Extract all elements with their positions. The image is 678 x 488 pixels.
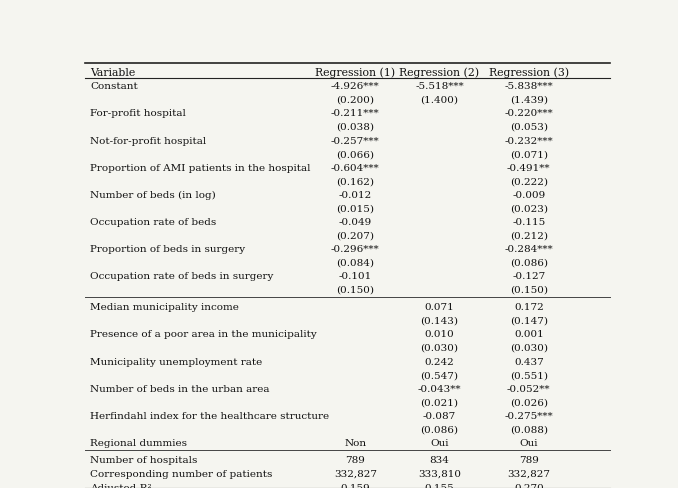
Text: (0.021): (0.021) — [420, 397, 458, 407]
Text: 789: 789 — [345, 455, 365, 465]
Text: Proportion of beds in surgery: Proportion of beds in surgery — [90, 244, 245, 253]
Text: Regression (3): Regression (3) — [489, 67, 569, 78]
Text: Not-for-profit hospital: Not-for-profit hospital — [90, 136, 206, 145]
Text: (0.150): (0.150) — [336, 285, 374, 294]
Text: (0.030): (0.030) — [420, 343, 458, 352]
Text: -0.257***: -0.257*** — [331, 136, 380, 145]
Text: (0.143): (0.143) — [420, 316, 458, 325]
Text: (0.038): (0.038) — [336, 123, 374, 132]
Text: Constant: Constant — [90, 82, 138, 91]
Text: Occupation rate of beds: Occupation rate of beds — [90, 218, 216, 226]
Text: -0.284***: -0.284*** — [504, 244, 553, 253]
Text: (0.212): (0.212) — [510, 231, 548, 240]
Text: -5.518***: -5.518*** — [415, 82, 464, 91]
Text: -0.009: -0.009 — [512, 190, 545, 200]
Text: -0.087: -0.087 — [423, 411, 456, 420]
Text: (0.026): (0.026) — [510, 397, 548, 407]
Text: Number of beds (in log): Number of beds (in log) — [90, 190, 216, 200]
Text: Presence of a poor area in the municipality: Presence of a poor area in the municipal… — [90, 330, 317, 339]
Text: (0.030): (0.030) — [510, 343, 548, 352]
Text: For-profit hospital: For-profit hospital — [90, 109, 186, 118]
Text: 0.172: 0.172 — [514, 303, 544, 312]
Text: -0.049: -0.049 — [339, 218, 372, 226]
Text: Regression (2): Regression (2) — [399, 67, 479, 78]
Text: (0.086): (0.086) — [510, 258, 548, 267]
Text: -4.926***: -4.926*** — [331, 82, 380, 91]
Text: -0.012: -0.012 — [339, 190, 372, 200]
Text: 332,827: 332,827 — [507, 469, 551, 478]
Text: -0.296***: -0.296*** — [331, 244, 380, 253]
Text: (0.207): (0.207) — [336, 231, 374, 240]
Text: 333,810: 333,810 — [418, 469, 461, 478]
Text: -0.052**: -0.052** — [507, 384, 551, 393]
Text: (0.150): (0.150) — [510, 285, 548, 294]
Text: (0.086): (0.086) — [420, 425, 458, 433]
Text: 0.071: 0.071 — [424, 303, 454, 312]
Text: (0.147): (0.147) — [510, 316, 548, 325]
Text: (1.439): (1.439) — [510, 96, 548, 105]
Text: Municipality unemployment rate: Municipality unemployment rate — [90, 357, 262, 366]
Text: (0.088): (0.088) — [510, 425, 548, 433]
Text: (0.023): (0.023) — [510, 204, 548, 213]
Text: 332,827: 332,827 — [334, 469, 377, 478]
Text: -0.211***: -0.211*** — [331, 109, 380, 118]
Text: 0.437: 0.437 — [514, 357, 544, 366]
Text: -0.101: -0.101 — [339, 271, 372, 281]
Text: (0.200): (0.200) — [336, 96, 374, 105]
Text: Oui: Oui — [519, 438, 538, 447]
Text: Proportion of AMI patients in the hospital: Proportion of AMI patients in the hospit… — [90, 163, 311, 172]
Text: -0.127: -0.127 — [512, 271, 545, 281]
Text: (0.084): (0.084) — [336, 258, 374, 267]
Text: Adjusted-R²: Adjusted-R² — [90, 483, 152, 488]
Text: (0.551): (0.551) — [510, 370, 548, 379]
Text: Herfindahl index for the healthcare structure: Herfindahl index for the healthcare stru… — [90, 411, 329, 420]
Text: -0.491**: -0.491** — [507, 163, 551, 172]
Text: (1.400): (1.400) — [420, 96, 458, 105]
Text: Regression (1): Regression (1) — [315, 67, 395, 78]
Text: -0.043**: -0.043** — [418, 384, 461, 393]
Text: Variable: Variable — [90, 67, 135, 78]
Text: Oui: Oui — [430, 438, 449, 447]
Text: Median municipality income: Median municipality income — [90, 303, 239, 312]
Text: (0.071): (0.071) — [510, 150, 548, 159]
Text: (0.066): (0.066) — [336, 150, 374, 159]
Text: (0.547): (0.547) — [420, 370, 458, 379]
Text: -5.838***: -5.838*** — [504, 82, 553, 91]
Text: Regional dummies: Regional dummies — [90, 438, 187, 447]
Text: Corresponding number of patients: Corresponding number of patients — [90, 469, 273, 478]
Text: -0.115: -0.115 — [512, 218, 545, 226]
Text: (0.162): (0.162) — [336, 177, 374, 186]
Text: 0.010: 0.010 — [424, 330, 454, 339]
Text: -0.220***: -0.220*** — [504, 109, 553, 118]
Text: Non: Non — [344, 438, 366, 447]
Text: Number of beds in the urban area: Number of beds in the urban area — [90, 384, 269, 393]
Text: Number of hospitals: Number of hospitals — [90, 455, 197, 465]
Text: 0.242: 0.242 — [424, 357, 454, 366]
Text: (0.015): (0.015) — [336, 204, 374, 213]
Text: Occupation rate of beds in surgery: Occupation rate of beds in surgery — [90, 271, 273, 281]
Text: 0.270: 0.270 — [514, 483, 544, 488]
Text: 0.155: 0.155 — [424, 483, 454, 488]
Text: 0.001: 0.001 — [514, 330, 544, 339]
Text: 0.159: 0.159 — [340, 483, 370, 488]
Text: 789: 789 — [519, 455, 539, 465]
Text: -0.275***: -0.275*** — [504, 411, 553, 420]
Text: (0.222): (0.222) — [510, 177, 548, 186]
Text: -0.604***: -0.604*** — [331, 163, 380, 172]
Text: 834: 834 — [429, 455, 450, 465]
Text: (0.053): (0.053) — [510, 123, 548, 132]
Text: -0.232***: -0.232*** — [504, 136, 553, 145]
